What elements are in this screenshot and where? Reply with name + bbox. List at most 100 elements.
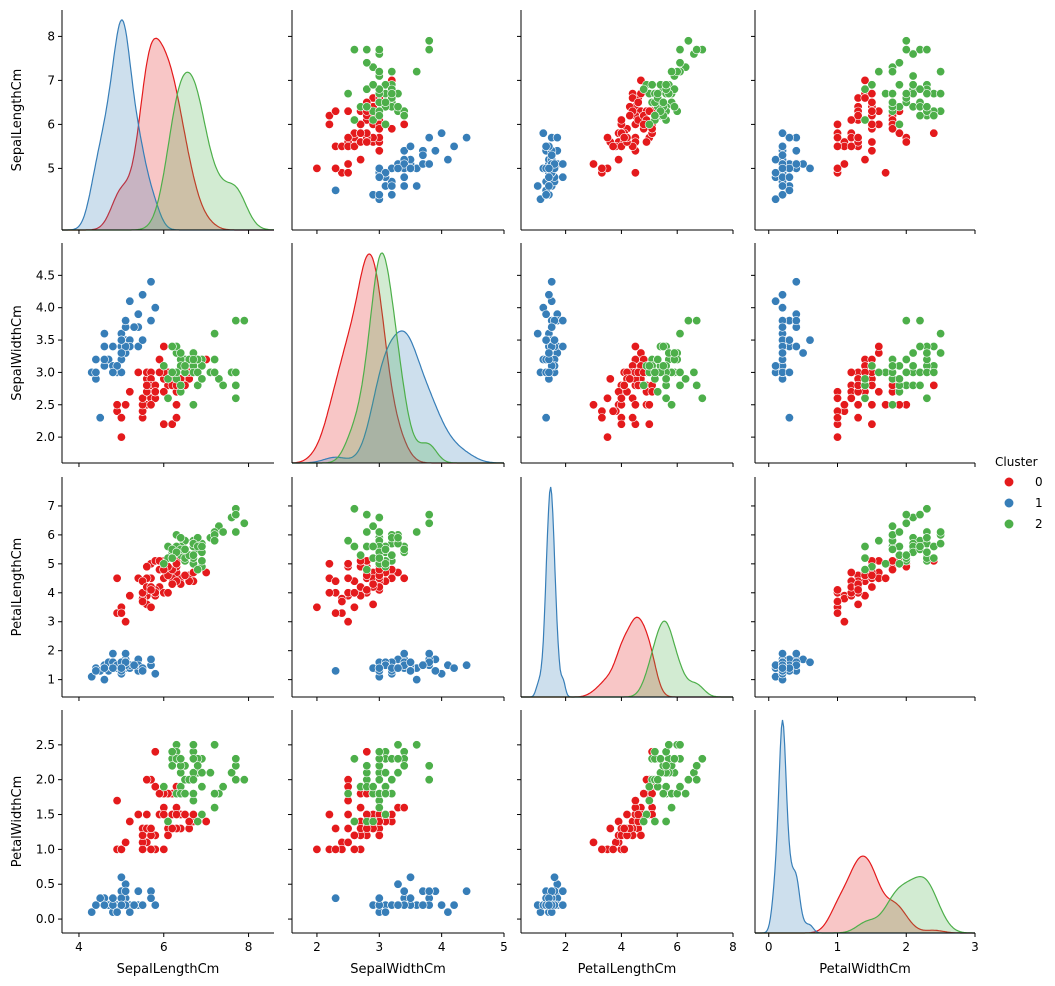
point-2 — [860, 115, 870, 125]
point-0 — [839, 400, 849, 410]
y-tick-label: 6 — [47, 117, 55, 131]
point-2 — [867, 361, 877, 371]
point-2 — [197, 541, 207, 551]
point-2 — [231, 367, 241, 377]
point-0 — [622, 809, 632, 819]
point-2 — [349, 45, 359, 55]
point-0 — [331, 844, 341, 854]
point-2 — [650, 747, 660, 757]
x-tick-label: 3 — [971, 940, 979, 954]
point-1 — [424, 649, 434, 659]
point-2 — [349, 504, 359, 514]
point-0 — [625, 374, 635, 384]
point-1 — [544, 900, 554, 910]
point-1 — [449, 141, 459, 151]
point-0 — [867, 570, 877, 580]
point-2 — [159, 361, 169, 371]
kde-fill-0 — [521, 617, 733, 697]
point-1 — [777, 141, 787, 151]
point-1 — [405, 657, 415, 667]
point-0 — [331, 576, 341, 586]
point-1 — [805, 163, 815, 173]
y-tick-label: 6 — [47, 528, 55, 542]
point-2 — [887, 521, 897, 531]
point-2 — [887, 67, 897, 77]
point-1 — [405, 893, 415, 903]
point-1 — [549, 335, 559, 345]
point-2 — [639, 380, 649, 390]
point-2 — [915, 316, 925, 326]
point-1 — [437, 128, 447, 138]
point-2 — [188, 754, 198, 764]
point-1 — [418, 660, 428, 670]
point-1 — [541, 141, 551, 151]
point-2 — [180, 544, 190, 554]
point-0 — [374, 124, 384, 134]
point-2 — [193, 565, 203, 575]
point-0 — [605, 374, 615, 384]
point-2 — [667, 67, 677, 77]
point-1 — [138, 666, 148, 676]
point-1 — [538, 128, 548, 138]
point-1 — [99, 341, 109, 351]
point-1 — [771, 155, 781, 165]
point-2 — [374, 553, 384, 563]
point-1 — [108, 341, 118, 351]
panel-0-0: 5 6 7 8 — [47, 10, 274, 234]
point-2 — [188, 775, 198, 785]
point-1 — [771, 296, 781, 306]
point-2 — [908, 80, 918, 90]
y-axis-label: PetalLengthCm — [10, 538, 25, 637]
point-0 — [387, 124, 397, 134]
point-0 — [116, 608, 126, 618]
point-2 — [167, 747, 177, 757]
x-tick-label: 4 — [75, 940, 83, 954]
kde-fill-0 — [62, 38, 274, 230]
point-1 — [424, 886, 434, 896]
point-1 — [784, 133, 794, 143]
point-0 — [630, 168, 640, 178]
point-0 — [349, 830, 359, 840]
point-2 — [922, 547, 932, 557]
point-1 — [544, 367, 554, 377]
panel-1-1 — [291, 243, 505, 467]
point-2 — [424, 36, 434, 46]
kde-fill-0 — [755, 856, 975, 933]
point-0 — [159, 844, 169, 854]
point-0 — [832, 432, 842, 442]
y-axis-label: SepalWidthCm — [10, 305, 25, 401]
point-1 — [331, 666, 341, 676]
y-tick-label: 2.0 — [36, 430, 55, 444]
point-1 — [108, 367, 118, 377]
legend-title: Cluster — [995, 455, 1038, 469]
point-1 — [374, 163, 384, 173]
point-2 — [936, 329, 946, 339]
point-2 — [860, 374, 870, 384]
point-2 — [644, 796, 654, 806]
point-1 — [129, 900, 139, 910]
y-tick-label: 7 — [47, 499, 55, 513]
point-2 — [644, 782, 654, 792]
point-0 — [356, 119, 366, 129]
point-1 — [91, 666, 101, 676]
point-1 — [125, 907, 135, 917]
point-0 — [362, 747, 372, 757]
point-1 — [380, 168, 390, 178]
point-2 — [692, 45, 702, 55]
point-0 — [159, 809, 169, 819]
point-2 — [231, 316, 241, 326]
point-2 — [653, 354, 663, 364]
point-2 — [387, 89, 397, 99]
point-1 — [418, 900, 428, 910]
panel-1-2 — [517, 243, 734, 467]
point-0 — [597, 163, 607, 173]
point-0 — [832, 596, 842, 606]
point-2 — [380, 97, 390, 107]
point-2 — [356, 550, 366, 560]
point-1 — [549, 872, 559, 882]
y-tick-label: 4.0 — [36, 301, 55, 315]
point-1 — [437, 900, 447, 910]
point-0 — [597, 413, 607, 423]
point-0 — [846, 141, 856, 151]
point-2 — [644, 119, 654, 129]
